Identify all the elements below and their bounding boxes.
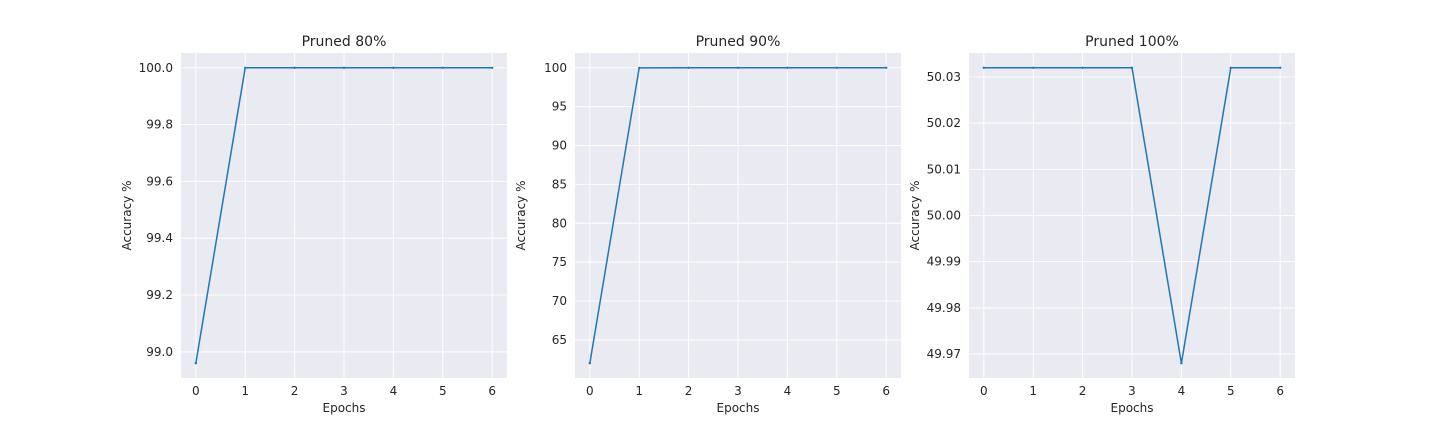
x-tick-label: 2: [685, 384, 693, 398]
data-point: [293, 66, 296, 69]
y-tick-label: 70: [552, 294, 567, 308]
x-tick-label: 6: [1276, 384, 1284, 398]
data-point: [687, 66, 690, 69]
data-point: [244, 66, 247, 69]
x-tick-label: 4: [390, 384, 398, 398]
y-axis-label: Accuracy %: [120, 180, 134, 250]
x-tick-label: 4: [784, 384, 792, 398]
x-tick-label: 3: [1128, 384, 1136, 398]
y-tick-label: 75: [552, 255, 567, 269]
y-tick-label: 80: [552, 216, 567, 230]
data-point: [1278, 66, 1282, 69]
data-point: [194, 362, 198, 365]
data-point: [1180, 362, 1183, 365]
y-tick-label: 65: [552, 333, 567, 347]
data-point: [1229, 66, 1232, 69]
data-point: [392, 66, 395, 69]
x-axis-label: Epochs: [323, 401, 366, 415]
x-axis-label: Epochs: [1111, 401, 1154, 415]
x-tick-label: 0: [980, 384, 988, 398]
data-point: [490, 66, 494, 69]
y-tick-label: 95: [552, 100, 567, 114]
y-axis-label: Accuracy %: [514, 180, 528, 250]
x-tick-label: 5: [833, 384, 841, 398]
x-axis-label: Epochs: [717, 401, 760, 415]
y-tick-label: 99.8: [146, 118, 173, 132]
y-tick-label: 99.0: [146, 345, 173, 359]
data-point: [835, 66, 838, 69]
y-tick-label: 49.99: [927, 255, 961, 269]
x-tick-label: 3: [340, 384, 348, 398]
data-point: [441, 66, 444, 69]
x-tick-label: 4: [1178, 384, 1186, 398]
y-tick-label: 50.03: [927, 70, 961, 84]
x-tick-label: 1: [1029, 384, 1037, 398]
y-tick-label: 49.98: [927, 301, 961, 315]
y-tick-label: 99.2: [146, 288, 173, 302]
y-tick-label: 49.97: [927, 347, 961, 361]
chart-panel-2: 0 1 2 3 4 5 6 65 70 75 80 85 90 95 100 Pruned 90% Epochs…: [514, 34, 901, 415]
x-tick-label: 6: [882, 384, 890, 398]
y-tick-label: 50.01: [927, 162, 961, 176]
x-tick-label: 1: [635, 384, 643, 398]
x-tick-label: 2: [291, 384, 299, 398]
data-point: [786, 66, 789, 69]
data-point: [1130, 66, 1134, 69]
data-point: [342, 66, 346, 69]
chart-title: Pruned 90%: [696, 34, 781, 50]
y-tick-label: 50.00: [927, 209, 961, 223]
data-point: [638, 66, 641, 70]
data-point: [588, 362, 592, 365]
y-tick-label: 85: [552, 177, 567, 191]
x-tick-label: 6: [488, 384, 496, 398]
y-tick-label: 50.02: [927, 116, 961, 130]
x-tick-label: 3: [734, 384, 742, 398]
data-point: [736, 66, 740, 69]
y-tick-label: 90: [552, 139, 567, 153]
data-point: [884, 66, 888, 69]
x-tick-label: 5: [439, 384, 447, 398]
chart-title: Pruned 80%: [302, 34, 387, 50]
y-tick-label: 99.4: [146, 231, 173, 245]
x-tick-label: 2: [1079, 384, 1087, 398]
chart-panel-1: 0 1 2 3 4 5 6 99.0 99.2 99.4 99.6 99.8 100.0 Pruned 8…: [120, 34, 507, 415]
x-tick-label: 1: [241, 384, 249, 398]
x-tick-label: 0: [192, 384, 200, 398]
chart-title: Pruned 100%: [1085, 34, 1179, 50]
data-point: [982, 66, 986, 69]
data-point: [1081, 66, 1084, 69]
y-tick-label: 100.0: [139, 61, 173, 75]
data-point: [1032, 66, 1035, 69]
y-tick-label: 100: [544, 61, 567, 75]
y-tick-label: 99.6: [146, 174, 173, 188]
y-axis-label: Accuracy %: [908, 180, 922, 250]
chart-panel-3: 0 1 2 3 4 5 6 49.97 49.98 49.99 50.00 50.01 50.02 50.…: [908, 34, 1295, 415]
x-tick-label: 0: [586, 384, 594, 398]
x-tick-label: 5: [1227, 384, 1235, 398]
